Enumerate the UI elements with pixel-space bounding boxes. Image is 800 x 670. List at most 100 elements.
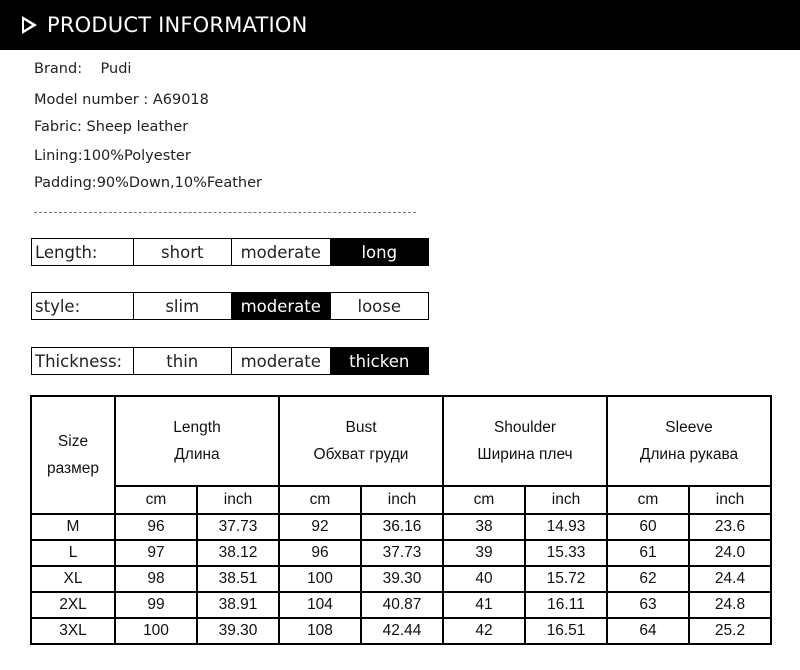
- unit-inch: inch: [196, 485, 280, 515]
- table-cell: 38: [442, 513, 526, 541]
- table-cell: 62: [606, 565, 690, 593]
- table-cell: 42: [442, 617, 526, 645]
- table-cell: 39.30: [196, 617, 280, 645]
- group-label: Bust: [345, 419, 377, 436]
- group-label: Length: [173, 419, 221, 436]
- table-cell: 41: [442, 591, 526, 619]
- table-cell: 15.72: [524, 565, 608, 593]
- size-cell: 3XL: [30, 617, 116, 645]
- table-row: 2XL 99 38.91 104 40.87 41 16.11 63 24.8: [30, 591, 772, 619]
- group-label-ru: Обхват груди: [313, 446, 409, 463]
- padding-text: Padding:90%Down,10%Feather: [34, 175, 262, 191]
- table-row: L 97 38.12 96 37.73 39 15.33 61 24.0: [30, 539, 772, 567]
- size-cell: XL: [30, 565, 116, 593]
- page-title: PRODUCT INFORMATION: [47, 13, 308, 37]
- table-cell: 98: [114, 565, 198, 593]
- table-cell: 40: [442, 565, 526, 593]
- attribute-option: thicken: [329, 348, 428, 374]
- group-header: Sleeve Длина рукава: [606, 395, 772, 487]
- brand-text: Brand: Pudi: [34, 61, 132, 77]
- attribute-option: moderate: [231, 239, 330, 265]
- table-cell: 39.30: [360, 565, 444, 593]
- group-header: Shoulder Ширина плеч: [442, 395, 608, 487]
- dashed-divider: [34, 212, 416, 213]
- table-cell: 24.8: [688, 591, 772, 619]
- table-cell: 25.2: [688, 617, 772, 645]
- size-header: Size размер: [30, 395, 116, 515]
- play-triangle-icon: [22, 16, 37, 34]
- table-cell: 108: [278, 617, 362, 645]
- table-cell: 97: [114, 539, 198, 567]
- size-cell: L: [30, 539, 116, 567]
- group-header: Length Длина: [114, 395, 280, 487]
- table-cell: 60: [606, 513, 690, 541]
- attribute-option: slim: [132, 293, 232, 319]
- table-cell: 96: [114, 513, 198, 541]
- group-header: Bust Обхват груди: [278, 395, 444, 487]
- group-label-ru: Длина: [174, 446, 220, 463]
- table-cell: 24.0: [688, 539, 772, 567]
- table-cell: 24.4: [688, 565, 772, 593]
- unit-inch: inch: [688, 485, 772, 515]
- group-label: Sleeve: [665, 419, 713, 436]
- unit-inch: inch: [524, 485, 608, 515]
- attribute-option: long: [329, 239, 428, 265]
- attribute-option: thin: [132, 348, 232, 374]
- attribute-row: Thickness: thin moderate thicken: [31, 347, 429, 375]
- table-cell: 15.33: [524, 539, 608, 567]
- table-cell: 100: [278, 565, 362, 593]
- table-cell: 96: [278, 539, 362, 567]
- unit-row: cm inch cm inch cm inch cm inch: [31, 485, 772, 515]
- table-cell: 36.16: [360, 513, 444, 541]
- table-cell: 40.87: [360, 591, 444, 619]
- table-cell: 38.51: [196, 565, 280, 593]
- size-label-ru: размер: [46, 460, 100, 477]
- unit-cm: cm: [114, 485, 198, 515]
- header-banner: PRODUCT INFORMATION: [0, 0, 800, 50]
- size-chart-table: Size размер Length Длина Bust Обхват груди Sho…: [30, 395, 772, 645]
- table-cell: 38.12: [196, 539, 280, 567]
- table-cell: 14.93: [524, 513, 608, 541]
- table-cell: 38.91: [196, 591, 280, 619]
- unit-cm: cm: [606, 485, 690, 515]
- lining-text: Lining:100%Polyester: [34, 148, 191, 164]
- attribute-row: Length: short moderate long: [31, 238, 429, 266]
- table-cell: 42.44: [360, 617, 444, 645]
- attribute-label: style:: [35, 296, 81, 316]
- header-row: Size размер Length Длина Bust Обхват груди Sho…: [30, 395, 772, 515]
- attribute-label: Thickness:: [35, 351, 123, 371]
- attribute-option: loose: [329, 293, 429, 319]
- attribute-row: style: slim moderate loose: [31, 292, 429, 320]
- table-cell: 92: [278, 513, 362, 541]
- size-label: Size: [57, 433, 89, 450]
- model-number-text: Model number : A69018: [34, 92, 209, 108]
- table-cell: 64: [606, 617, 690, 645]
- fabric-text: Fabric: Sheep leather: [34, 119, 189, 135]
- table-cell: 100: [114, 617, 198, 645]
- table-cell: 99: [114, 591, 198, 619]
- attribute-label: Length:: [35, 242, 98, 262]
- table-cell: 16.51: [524, 617, 608, 645]
- size-cell: 2XL: [30, 591, 116, 619]
- group-label-ru: Ширина плеч: [477, 446, 573, 463]
- table-row: 3XL 100 39.30 108 42.44 42 16.51 64 25.2: [30, 617, 772, 645]
- unit-cm: cm: [442, 485, 526, 515]
- attribute-option: short: [132, 239, 232, 265]
- table-cell: 23.6: [688, 513, 772, 541]
- table-row: XL 98 38.51 100 39.30 40 15.72 62 24.4: [30, 565, 772, 593]
- attribute-option: moderate: [231, 293, 330, 319]
- table-cell: 39: [442, 539, 526, 567]
- table-row: M 96 37.73 92 36.16 38 14.93 60 23.6: [30, 513, 772, 541]
- table-cell: 16.11: [524, 591, 608, 619]
- attribute-option: moderate: [231, 348, 330, 374]
- size-cell: M: [30, 513, 116, 541]
- table-cell: 63: [606, 591, 690, 619]
- table-cell: 61: [606, 539, 690, 567]
- unit-inch: inch: [360, 485, 444, 515]
- table-cell: 104: [278, 591, 362, 619]
- group-label-ru: Длина рукава: [639, 446, 739, 463]
- unit-cm: cm: [278, 485, 362, 515]
- table-cell: 37.73: [360, 539, 444, 567]
- table-cell: 37.73: [196, 513, 280, 541]
- group-label: Shoulder: [493, 419, 557, 436]
